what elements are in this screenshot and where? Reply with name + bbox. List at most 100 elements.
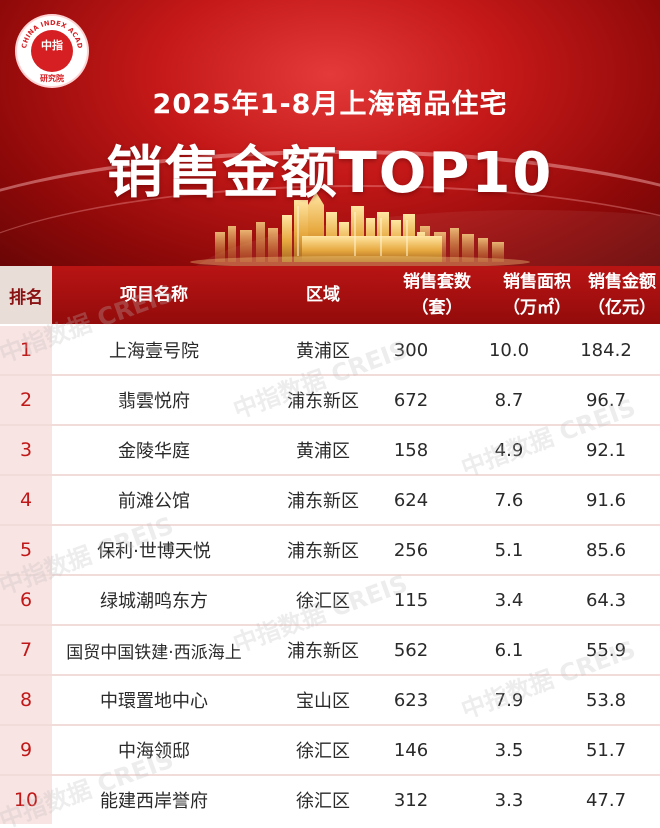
- header-units-unit: （套）: [411, 298, 463, 318]
- title-line-2: 销售金额TOP10: [106, 141, 554, 206]
- table-row: 6 绿城潮鸣东方 徐汇区 115 3.4 64.3: [0, 576, 660, 626]
- amount-cell: 91.6: [585, 489, 627, 511]
- row-divider: [0, 624, 660, 626]
- area-cell: 3.3: [494, 789, 524, 811]
- rank-cell: 10: [0, 776, 52, 824]
- district-cell: 浦东新区: [287, 541, 359, 562]
- district-cell: 徐汇区: [296, 791, 350, 812]
- row-body: 国贸中国铁建·西派海上 浦东新区 562 6.1 55.9: [52, 626, 660, 674]
- row-divider: [0, 474, 660, 476]
- project-cell: 保利·世博天悦: [97, 541, 211, 562]
- header-amount-label: 销售金额: [588, 272, 656, 292]
- project-cell: 绿城潮鸣东方: [100, 591, 208, 612]
- row-divider: [0, 424, 660, 426]
- header-amount-unit: （亿元）: [588, 298, 656, 318]
- rank-cell: 6: [0, 576, 52, 624]
- row-body: 保利·世博天悦 浦东新区 256 5.1 85.6: [52, 526, 660, 574]
- units-cell: 158: [393, 439, 429, 461]
- rank-cell: 7: [0, 626, 52, 674]
- project-cell: 金陵华庭: [118, 441, 190, 462]
- rank-cell: 1: [0, 326, 52, 374]
- table-row: 1 上海壹号院 黄浦区 300 10.0 184.2: [0, 326, 660, 376]
- amount-cell: 47.7: [585, 789, 627, 811]
- units-cell: 562: [393, 639, 429, 661]
- row-body: 上海壹号院 黄浦区 300 10.0 184.2: [52, 326, 660, 374]
- area-cell: 3.4: [494, 589, 524, 611]
- district-cell: 浦东新区: [287, 391, 359, 412]
- district-cell: 徐汇区: [296, 741, 350, 762]
- project-cell: 上海壹号院: [109, 341, 199, 362]
- units-cell: 300: [393, 339, 429, 361]
- rank-cell: 5: [0, 526, 52, 574]
- header-banner: CHINA INDEX ACADEMY 中指 研究院 2025年1-8月上海商品…: [0, 0, 660, 266]
- units-cell: 672: [393, 389, 429, 411]
- table-header-row: 项目名称 区域 销售套数 （套） 销售面积 （万㎡） 销售金额 （亿元）: [52, 266, 660, 324]
- amount-cell: 92.1: [585, 439, 627, 461]
- area-cell: 5.1: [494, 539, 524, 561]
- row-body: 金陵华庭 黄浦区 158 4.9 92.1: [52, 426, 660, 474]
- header-units-label: 销售套数: [403, 272, 471, 292]
- china-index-academy-logo: CHINA INDEX ACADEMY 中指 研究院: [17, 16, 87, 86]
- amount-cell: 55.9: [585, 639, 627, 661]
- table-row: 3 金陵华庭 黄浦区 158 4.9 92.1: [0, 426, 660, 476]
- header-area-label: 销售面积: [503, 272, 571, 292]
- rank-cell: 8: [0, 676, 52, 724]
- logo-center-text: 中指: [41, 39, 63, 52]
- units-cell: 146: [393, 739, 429, 761]
- district-cell: 徐汇区: [296, 591, 350, 612]
- area-cell: 10.0: [488, 339, 530, 361]
- header-rank: 排名: [0, 266, 52, 324]
- units-cell: 624: [393, 489, 429, 511]
- header-units: 销售套数 （套）: [382, 266, 492, 324]
- rank-cell: 2: [0, 376, 52, 424]
- project-cell: 中海领邸: [118, 741, 190, 762]
- logo-bottom-text: 研究院: [40, 74, 64, 83]
- district-cell: 黄浦区: [296, 341, 350, 362]
- row-divider: [0, 674, 660, 676]
- header-project: 项目名称: [120, 285, 188, 305]
- title-line-1: 2025年1-8月上海商品住宅: [152, 89, 508, 120]
- table-row: 8 中環置地中心 宝山区 623 7.9 53.8: [0, 676, 660, 726]
- amount-cell: 51.7: [585, 739, 627, 761]
- row-body: 绿城潮鸣东方 徐汇区 115 3.4 64.3: [52, 576, 660, 624]
- project-cell: 能建西岸誉府: [100, 791, 208, 812]
- units-cell: 312: [393, 789, 429, 811]
- rank-cell: 4: [0, 476, 52, 524]
- header-district: 区域: [306, 285, 340, 305]
- table-row: 7 国贸中国铁建·西派海上 浦东新区 562 6.1 55.9: [0, 626, 660, 676]
- table-row: 2 翡雲悦府 浦东新区 672 8.7 96.7: [0, 376, 660, 426]
- amount-cell: 64.3: [585, 589, 627, 611]
- city-skyline-graphic: [190, 192, 530, 266]
- row-body: 前滩公馆 浦东新区 624 7.6 91.6: [52, 476, 660, 524]
- table-row: 9 中海领邸 徐汇区 146 3.5 51.7: [0, 726, 660, 776]
- project-cell: 国贸中国铁建·西派海上: [66, 642, 242, 663]
- row-divider: [0, 574, 660, 576]
- row-divider: [0, 524, 660, 526]
- amount-cell: 85.6: [585, 539, 627, 561]
- project-cell: 中環置地中心: [100, 691, 208, 712]
- table-row: 10 能建西岸誉府 徐汇区 312 3.3 47.7: [0, 776, 660, 826]
- row-divider: [0, 374, 660, 376]
- header-area-unit: （万㎡）: [503, 298, 571, 318]
- area-cell: 8.7: [494, 389, 524, 411]
- project-cell: 翡雲悦府: [118, 391, 190, 412]
- decor-swoosh: [0, 150, 660, 266]
- table-row: 4 前滩公馆 浦东新区 624 7.6 91.6: [0, 476, 660, 526]
- amount-cell: 53.8: [585, 689, 627, 711]
- amount-cell: 184.2: [580, 339, 632, 361]
- area-cell: 7.6: [494, 489, 524, 511]
- amount-cell: 96.7: [585, 389, 627, 411]
- area-cell: 3.5: [494, 739, 524, 761]
- rank-cell: 3: [0, 426, 52, 474]
- decor-swoosh: [0, 185, 660, 266]
- row-body: 中環置地中心 宝山区 623 7.9 53.8: [52, 676, 660, 724]
- header-amount: 销售金额 （亿元）: [568, 266, 660, 324]
- area-cell: 6.1: [494, 639, 524, 661]
- units-cell: 623: [393, 689, 429, 711]
- row-body: 翡雲悦府 浦东新区 672 8.7 96.7: [52, 376, 660, 424]
- row-divider: [0, 724, 660, 726]
- row-divider: [0, 774, 660, 776]
- header-area: 销售面积 （万㎡）: [478, 266, 596, 324]
- district-cell: 黄浦区: [296, 441, 350, 462]
